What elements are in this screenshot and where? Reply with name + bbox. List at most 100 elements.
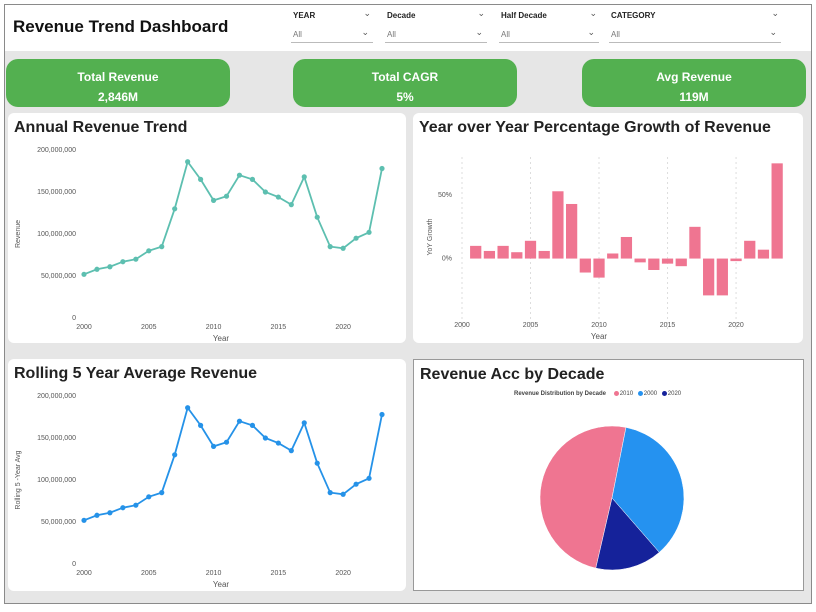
series-line bbox=[83, 159, 383, 276]
data-point bbox=[133, 502, 139, 508]
y-tick-label: 50,000,000 bbox=[41, 519, 76, 526]
slicer-half-decade[interactable]: Half Decade ⌄ All ⌄ bbox=[499, 8, 599, 44]
x-tick-label: 2015 bbox=[660, 322, 676, 329]
x-axis-label: Year bbox=[213, 580, 230, 589]
chevron-down-icon[interactable]: ⌄ bbox=[475, 27, 483, 37]
pie-slice-2020 bbox=[595, 497, 660, 571]
slicer-year[interactable]: YEAR ⌄ All ⌄ bbox=[291, 8, 373, 44]
chevron-down-icon[interactable]: ⌄ bbox=[363, 8, 371, 18]
data-point bbox=[236, 418, 243, 424]
data-point bbox=[288, 448, 294, 454]
y-tick-label: 150,000,000 bbox=[37, 189, 76, 196]
y-tick-label: 0% bbox=[442, 256, 452, 263]
dashboard-title: Revenue Trend Dashboard bbox=[13, 17, 229, 36]
data-point bbox=[198, 422, 204, 428]
data-point bbox=[288, 202, 294, 208]
x-tick-label: 2005 bbox=[523, 322, 539, 329]
slicer-decade-dropdown[interactable]: All ⌄ bbox=[385, 26, 487, 43]
x-tick-label: 2020 bbox=[335, 570, 351, 577]
y-tick-label: 150,000,000 bbox=[37, 435, 76, 442]
data-point bbox=[223, 193, 230, 199]
chevron-down-icon[interactable]: ⌄ bbox=[771, 8, 779, 18]
bar bbox=[716, 258, 728, 296]
x-tick-label: 2010 bbox=[206, 324, 222, 331]
data-point bbox=[340, 245, 346, 251]
annual-revenue-line-chart: 0 50,000,000 100,000,000 150,000,000 200,000… bbox=[15, 147, 385, 343]
slicer-category[interactable]: CATEGORY ⌄ All ⌄ bbox=[609, 8, 781, 44]
data-point bbox=[366, 229, 372, 235]
slicer-half-decade-label: Half Decade bbox=[501, 11, 547, 20]
legend-title: Revenue Distribution by Decade bbox=[514, 391, 607, 398]
x-tick-label: 2000 bbox=[76, 570, 92, 577]
chevron-down-icon[interactable]: ⌄ bbox=[589, 8, 597, 18]
data-point bbox=[249, 176, 256, 182]
slicer-decade-value: All bbox=[387, 30, 396, 39]
x-axis-label: Year bbox=[213, 334, 230, 343]
bar bbox=[675, 258, 687, 267]
data-point bbox=[301, 420, 307, 426]
data-point bbox=[379, 165, 385, 172]
chevron-down-icon[interactable]: ⌄ bbox=[361, 27, 369, 37]
data-point bbox=[301, 174, 307, 180]
x-tick-label: 2020 bbox=[335, 324, 351, 331]
yoy-growth-bar-chart: 0% 50% 2000 2005 2010 2015 2020 Year YoY Growth bbox=[427, 157, 783, 341]
bar bbox=[593, 258, 605, 278]
x-tick-label: 2005 bbox=[141, 570, 157, 577]
bar bbox=[634, 258, 646, 263]
y-axis-label: Rolling 5 -Year Avg bbox=[15, 450, 22, 509]
bar bbox=[483, 250, 496, 259]
data-point bbox=[94, 512, 100, 518]
bar bbox=[648, 258, 660, 270]
y-tick-label: 0 bbox=[72, 561, 76, 568]
slicer-half-decade-value: All bbox=[501, 30, 510, 39]
x-tick-label: 2010 bbox=[206, 570, 222, 577]
data-point bbox=[94, 266, 100, 272]
x-tick-label: 2000 bbox=[454, 322, 470, 329]
revenue-by-decade-panel: Revenue Acc by Decade Revenue Distributi… bbox=[413, 359, 804, 591]
bar bbox=[579, 258, 591, 273]
data-point bbox=[81, 271, 87, 277]
data-point bbox=[275, 194, 281, 200]
y-tick-label: 100,000,000 bbox=[37, 477, 76, 484]
y-tick-label: 0 bbox=[72, 315, 76, 322]
y-axis-label: Revenue bbox=[15, 220, 22, 248]
slicer-half-decade-dropdown[interactable]: All ⌄ bbox=[499, 26, 599, 43]
data-point bbox=[120, 505, 126, 511]
data-point bbox=[262, 189, 268, 195]
chevron-down-icon[interactable]: ⌄ bbox=[587, 27, 595, 37]
bar bbox=[538, 250, 550, 259]
chevron-down-icon[interactable]: ⌄ bbox=[769, 27, 777, 37]
bar bbox=[620, 236, 633, 259]
x-tick-label: 2000 bbox=[76, 324, 92, 331]
data-point bbox=[249, 422, 256, 428]
data-point bbox=[236, 172, 243, 178]
data-point bbox=[327, 244, 333, 250]
bar bbox=[552, 191, 564, 259]
data-point bbox=[340, 491, 346, 497]
chart-title: Rolling 5 Year Average Revenue bbox=[14, 365, 258, 382]
data-point bbox=[314, 460, 320, 466]
kpi-value: 5% bbox=[396, 90, 414, 104]
slicer-decade[interactable]: Decade ⌄ All ⌄ bbox=[385, 8, 487, 44]
series-line bbox=[83, 405, 383, 522]
y-tick-label: 50,000,000 bbox=[41, 273, 76, 280]
legend-label-2010: 2010 bbox=[619, 391, 634, 398]
dashboard: Revenue Trend Dashboard YEAR ⌄ All ⌄ Dec… bbox=[4, 4, 812, 604]
data-point bbox=[185, 405, 191, 411]
bar bbox=[703, 258, 715, 296]
legend-swatch-2020 bbox=[661, 391, 667, 396]
kpi-card-total-cagr: Total CAGR 5% bbox=[293, 59, 517, 107]
bar bbox=[497, 245, 509, 259]
chevron-down-icon[interactable]: ⌄ bbox=[477, 8, 485, 18]
bar bbox=[524, 240, 537, 259]
slicer-category-dropdown[interactable]: All ⌄ bbox=[609, 26, 781, 43]
x-tick-label: 2010 bbox=[591, 322, 607, 329]
slicer-year-dropdown[interactable]: All ⌄ bbox=[291, 26, 373, 43]
data-point bbox=[275, 440, 281, 446]
data-point bbox=[366, 475, 372, 481]
bar bbox=[470, 245, 482, 259]
data-point bbox=[172, 206, 178, 212]
data-point bbox=[314, 214, 320, 220]
data-point bbox=[210, 443, 217, 449]
data-point bbox=[185, 159, 191, 165]
